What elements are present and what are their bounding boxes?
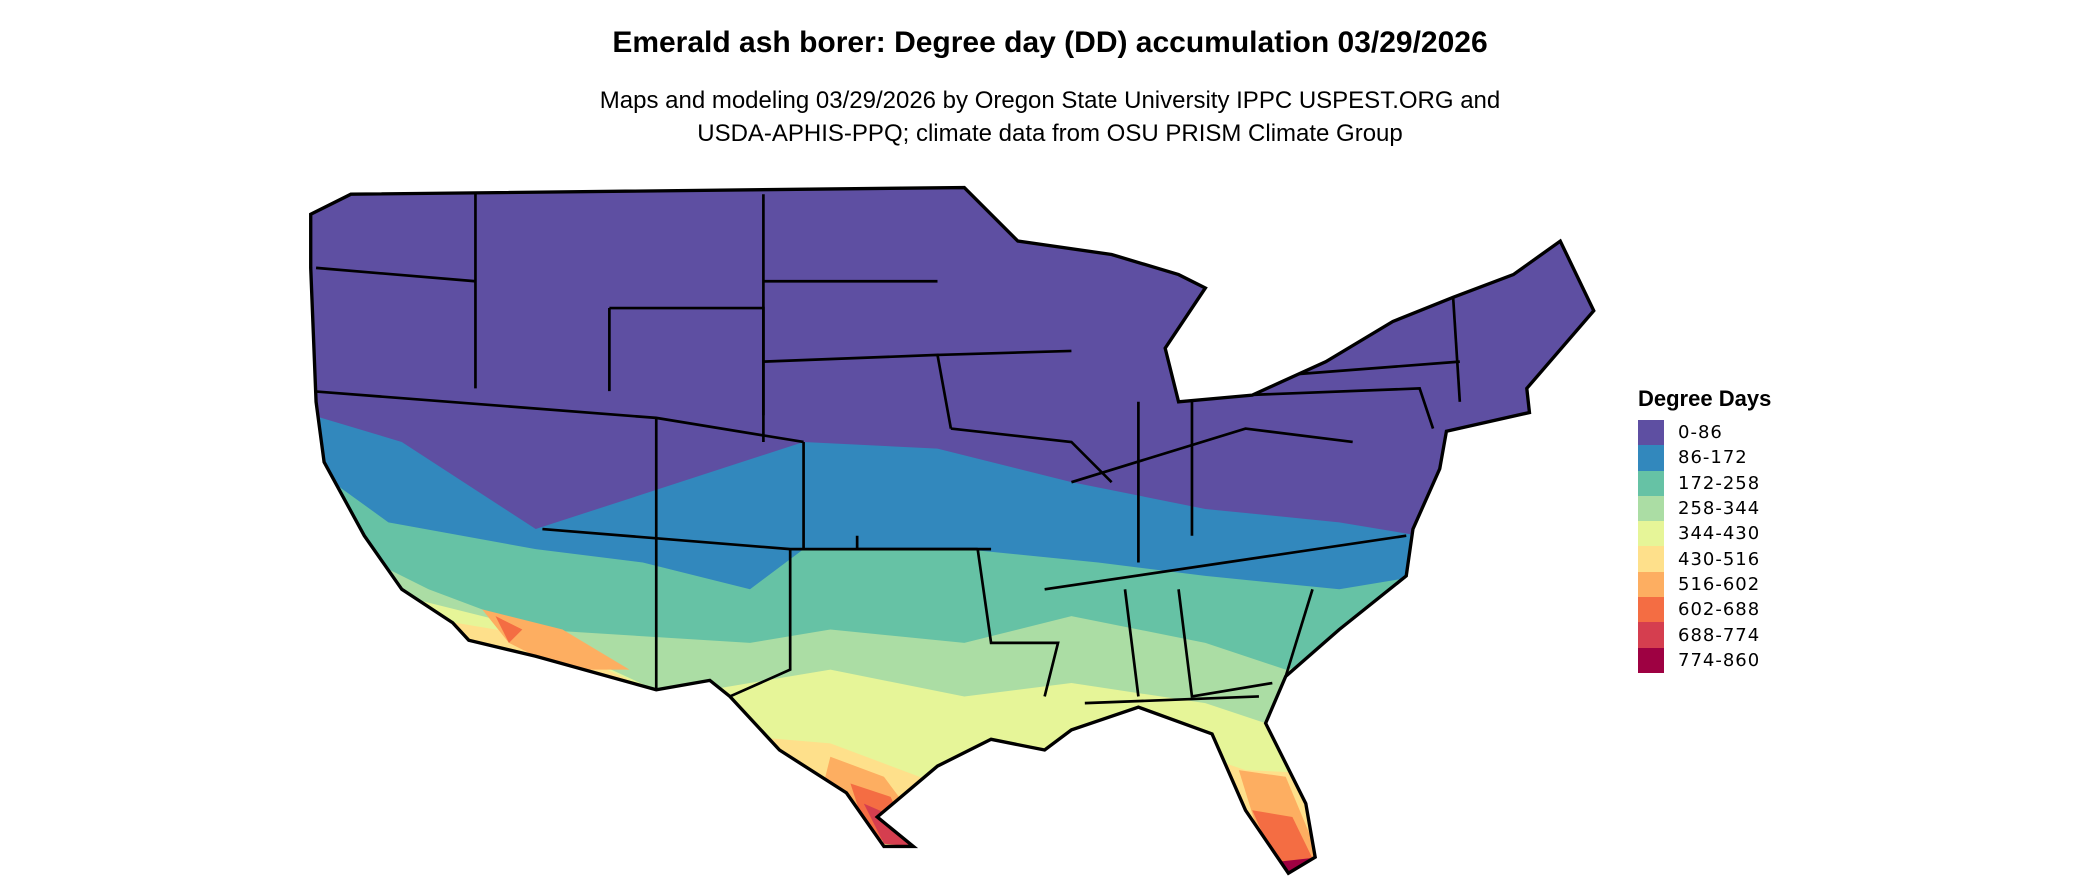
legend-label: 344-430	[1678, 523, 1761, 545]
legend-label: 258-344	[1678, 498, 1761, 520]
band-516-602	[482, 609, 630, 670]
legend-label: 0-86	[1678, 422, 1723, 444]
legend-swatch	[1638, 420, 1664, 446]
subtitle-line-1: Maps and modeling 03/29/2026 by Oregon S…	[599, 87, 1501, 114]
state-border	[1123, 589, 1140, 697]
legend-item: 344-430	[1638, 521, 1771, 547]
state-border	[1284, 588, 1314, 677]
legend-swatch	[1638, 521, 1664, 547]
legend-item: 774-860	[1638, 647, 1771, 673]
legend-swatch	[1638, 470, 1664, 496]
legend-label: 688-774	[1678, 624, 1761, 646]
legend: Degree Days 0-86 86-172 172-258 258-344 344-…	[1638, 386, 1771, 673]
state-border	[1044, 534, 1407, 591]
map-subtitle: Maps and modeling 03/29/2026 by Oregon S…	[0, 84, 2100, 150]
legend-swatch	[1638, 445, 1664, 471]
legend-label: 774-860	[1678, 649, 1761, 671]
legend-swatch	[1638, 546, 1664, 572]
map-title: Emerald ash borer: Degree day (DD) accum…	[612, 26, 1488, 59]
legend-label: 430-516	[1678, 548, 1761, 570]
legend-label: 86-172	[1678, 447, 1748, 469]
legend-item: 688-774	[1638, 622, 1771, 648]
legend-swatch	[1638, 495, 1664, 522]
legend-swatch	[1638, 571, 1664, 598]
state-border	[855, 535, 992, 551]
state-border	[1071, 427, 1353, 484]
legend-label: 516-602	[1678, 573, 1761, 595]
legend-item: 516-602	[1638, 571, 1771, 598]
legend-item: 86-172	[1638, 445, 1771, 471]
legend-swatch	[1638, 647, 1664, 673]
band-602-688	[495, 616, 523, 643]
legend-swatch	[1638, 597, 1664, 623]
state-border	[1285, 360, 1460, 377]
state-border	[976, 548, 1060, 697]
state-border	[950, 427, 1113, 484]
legend-title: Degree Days	[1638, 386, 1772, 411]
band-602-688	[1252, 810, 1316, 871]
state-border	[1451, 297, 1462, 402]
legend-item: 602-688	[1638, 597, 1771, 623]
state-border	[937, 349, 1072, 357]
legend-item: 258-344	[1638, 495, 1771, 522]
legend-item: 0-86	[1638, 420, 1771, 446]
subtitle-line-2: USDA-APHIS-PPQ; climate data from OSU PR…	[697, 120, 1403, 147]
legend-item: 172-258	[1638, 470, 1771, 496]
state-border	[1177, 589, 1273, 698]
state-border	[1245, 387, 1435, 430]
legend-item: 430-516	[1638, 546, 1771, 572]
state-border	[1084, 695, 1259, 705]
state-border	[315, 266, 476, 283]
legend-swatch	[1638, 622, 1664, 648]
legend-label: 172-258	[1678, 472, 1761, 494]
legend-label: 602-688	[1678, 599, 1761, 621]
state-border	[729, 549, 792, 698]
